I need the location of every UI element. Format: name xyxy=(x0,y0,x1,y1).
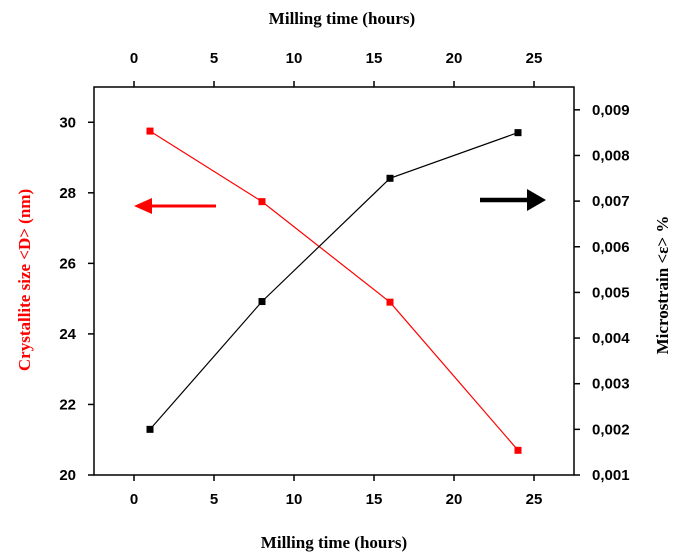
left-arrow-indicator xyxy=(134,198,216,214)
data-point-right xyxy=(386,174,394,182)
right-arrow-indicator xyxy=(480,189,546,211)
y-right-tick-label: 0,002 xyxy=(592,421,630,438)
y-right-tick-label: 0,009 xyxy=(592,102,630,119)
x-tick-label-bottom: 20 xyxy=(446,491,463,508)
y-left-tick-label: 30 xyxy=(59,114,76,131)
y-right-tick-label: 0,007 xyxy=(592,193,630,210)
y-left-tick-label: 24 xyxy=(59,326,76,343)
top-x-axis-title: Milling time (hours) xyxy=(269,9,415,28)
y-right-tick-label: 0,006 xyxy=(592,239,630,256)
data-point-right xyxy=(146,425,154,433)
x-tick-label-top: 10 xyxy=(286,50,303,67)
x-tick-label-bottom: 0 xyxy=(130,491,138,508)
series-line-right xyxy=(149,132,519,430)
x-tick-label-top: 5 xyxy=(210,50,218,67)
data-point-right xyxy=(514,129,522,137)
y-right-tick-label: 0,008 xyxy=(592,147,630,164)
data-point-right xyxy=(258,298,266,306)
y-left-tick-label: 28 xyxy=(59,185,76,202)
data-point-left xyxy=(258,198,266,206)
y-left-tick-label: 26 xyxy=(59,255,76,272)
x-tick-label-bottom: 10 xyxy=(286,491,303,508)
right-y-axis-title: Microstrain <ε> % xyxy=(653,216,672,355)
series-layer xyxy=(146,127,522,454)
y-right-tick-label: 0,001 xyxy=(592,467,630,484)
ticks-layer: 0 0 5 5 10 10 15 15 20 20 25 25 20 22 24 26 28 30 0,001 0,0… xyxy=(59,50,630,508)
y-left-tick-label: 22 xyxy=(59,396,76,413)
y-right-tick-label: 0,005 xyxy=(592,284,630,301)
series-line-left xyxy=(149,130,519,451)
data-point-left xyxy=(386,298,394,306)
x-tick-label-bottom: 15 xyxy=(366,491,383,508)
left-y-axis-title: Crystallite size <D> (nm) xyxy=(15,189,34,371)
data-point-left xyxy=(146,127,154,135)
x-tick-label-top: 25 xyxy=(526,50,543,67)
y-left-tick-label: 20 xyxy=(59,467,76,484)
x-tick-label-top: 0 xyxy=(130,50,138,67)
x-tick-label-top: 20 xyxy=(446,50,463,67)
x-tick-label-top: 15 xyxy=(366,50,383,67)
data-point-left xyxy=(514,446,522,454)
y-right-tick-label: 0,003 xyxy=(592,376,630,393)
y-right-tick-label: 0,004 xyxy=(592,330,630,347)
x-tick-label-bottom: 25 xyxy=(526,491,543,508)
bottom-x-axis-title: Milling time (hours) xyxy=(261,533,407,552)
x-tick-label-bottom: 5 xyxy=(210,491,218,508)
plot-area xyxy=(93,86,575,476)
